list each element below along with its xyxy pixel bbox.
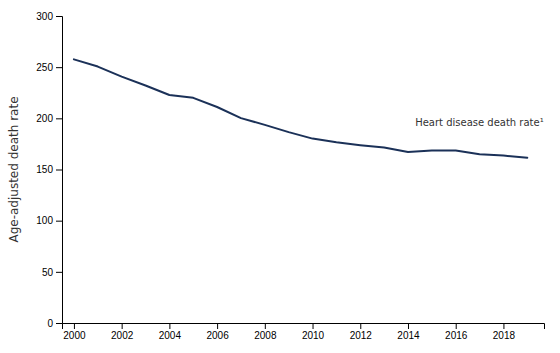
y-tick: 150 [36,164,62,175]
x-tick: 2018 [493,323,516,341]
x-tick: 2016 [445,323,468,341]
x-tick-mark [74,323,75,329]
x-tick-label: 2018 [493,330,516,341]
x-tick-label: 2004 [159,330,182,341]
x-tick-mark [408,323,409,329]
x-axis: 2000 2002 2004 2006 2008 2010 2012 2014 2016 2018 [63,323,545,341]
y-tick-mark [56,323,62,324]
y-tick: 200 [36,113,62,124]
y-tick-label: 100 [36,215,53,226]
y-tick-label: 0 [47,318,53,329]
x-tick-mark [169,323,170,329]
y-axis-line [56,17,63,324]
y-axis-title: Age-adjusted death rate [7,96,21,242]
x-tick-label: 2006 [206,330,229,341]
y-tick: 250 [36,62,62,73]
x-tick-mark [122,323,123,329]
y-tick: 0 [47,318,62,329]
y-tick-mark [56,221,62,222]
plot: 2000200220042006200820102012201420162018… [7,11,545,341]
annotation: Heart disease death rate¹ [415,117,544,128]
y-tick: 50 [42,267,62,278]
x-tick-mark [217,323,218,329]
y-tick-label: 150 [36,164,53,175]
x-tick-label: 2010 [302,330,325,341]
y-tick: 300 [36,11,62,22]
x-tick: 2008 [254,323,277,341]
x-tick: 2010 [302,323,325,341]
y-tick-label: 300 [36,11,53,22]
y-tick-mark [56,272,62,273]
x-tick: 2014 [397,323,420,341]
x-tick-mark [503,323,504,329]
x-tick-mark [265,323,266,329]
x-tick-label: 2002 [111,330,134,341]
x-tick-label: 2016 [445,330,468,341]
y-tick-mark [56,67,62,68]
x-tick: 2004 [159,323,182,341]
x-tick: 2006 [206,323,229,341]
x-tick-label: 2012 [350,330,373,341]
y-tick-label: 200 [36,113,53,124]
x-tick: 2002 [111,323,134,341]
y-tick-mark [56,118,62,119]
y-tick-mark [56,16,62,17]
x-tick: 2000 [63,323,86,341]
x-tick: 2012 [350,323,373,341]
x-tick-mark [313,323,314,329]
x-tick-mark [456,323,457,329]
y-tick-label: 50 [42,267,54,278]
x-tick-label: 2014 [397,330,420,341]
y-tick: 100 [36,215,62,226]
marks [74,59,527,157]
x-tick-mark [360,323,361,329]
chart: 2000200220042006200820102012201420162018… [0,0,560,353]
x-tick-label: 2008 [254,330,277,341]
y-tick-mark [56,170,62,171]
y-tick-label: 250 [36,62,53,73]
series-line [74,59,527,157]
x-axis-line [63,324,545,330]
y-axis: 0 50 100 150 200 250 300 [36,11,62,329]
x-tick-label: 2000 [63,330,86,341]
